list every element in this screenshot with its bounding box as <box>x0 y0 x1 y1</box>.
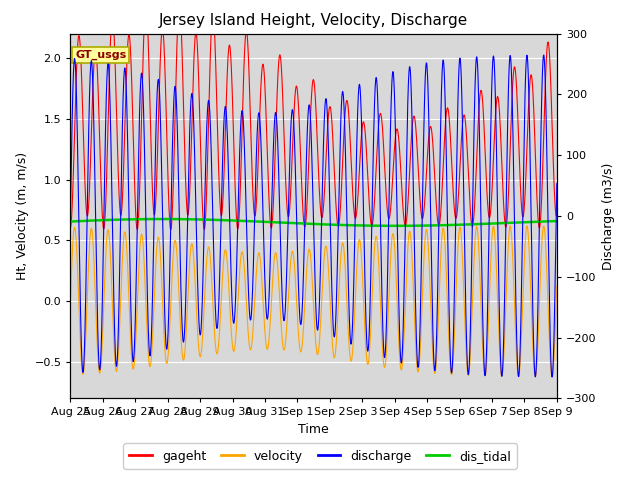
X-axis label: Time: Time <box>298 423 329 436</box>
Title: Jersey Island Height, Velocity, Discharge: Jersey Island Height, Velocity, Discharg… <box>159 13 468 28</box>
Legend: gageht, velocity, discharge, dis_tidal: gageht, velocity, discharge, dis_tidal <box>123 444 517 469</box>
Text: GT_usgs: GT_usgs <box>76 50 127 60</box>
Y-axis label: Ht, Velocity (m, m/s): Ht, Velocity (m, m/s) <box>16 152 29 280</box>
Y-axis label: Discharge (m3/s): Discharge (m3/s) <box>602 162 615 270</box>
